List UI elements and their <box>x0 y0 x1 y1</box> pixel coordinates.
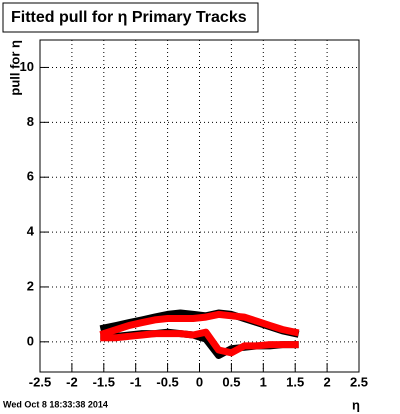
x-tick-label: 0.5 <box>222 374 240 389</box>
y-tick-label: 2 <box>27 278 34 293</box>
x-tick-label: 2.5 <box>350 374 368 389</box>
x-tick-label: 1.5 <box>286 374 304 389</box>
title-box <box>2 2 259 33</box>
x-tick-label: 0 <box>196 374 203 389</box>
y-tick-label: 0 <box>27 333 34 348</box>
data-line <box>99 310 300 339</box>
y-tick-label: 10 <box>20 59 34 74</box>
x-tick-label: -2 <box>66 374 78 389</box>
y-tick-label: 8 <box>27 114 34 129</box>
x-tick-label: 1 <box>260 374 267 389</box>
x-tick-label: 2 <box>323 374 330 389</box>
chart-title: Fitted pull for η Primary Tracks <box>11 9 247 26</box>
x-tick-label: -0.5 <box>156 374 178 389</box>
footer: Wed Oct 8 18:33:38 2014 <box>3 399 108 409</box>
x-tick-label: -2.5 <box>29 374 51 389</box>
x-tick-label: -1.5 <box>93 374 115 389</box>
x-tick-label: -1 <box>130 374 142 389</box>
y-tick-label: 4 <box>27 224 35 239</box>
x-axis-label: η <box>352 397 360 412</box>
y-tick-label: 6 <box>27 169 34 184</box>
y-axis-label: pull for η <box>7 40 22 96</box>
plot-frame <box>39 39 360 373</box>
data-line <box>100 328 299 357</box>
